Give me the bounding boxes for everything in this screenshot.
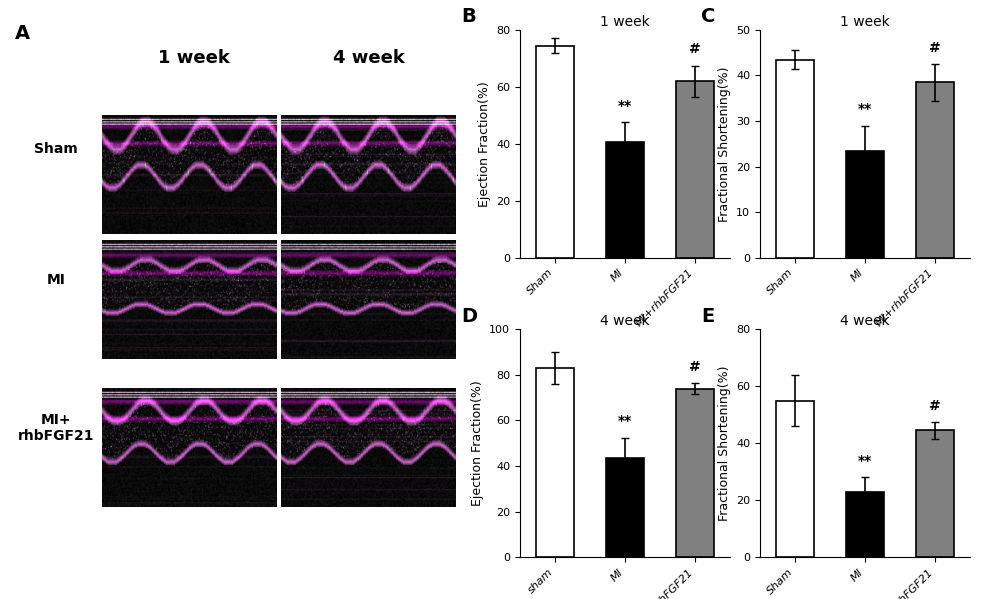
Text: #: #: [689, 43, 701, 56]
Text: E: E: [701, 307, 714, 326]
Text: B: B: [461, 7, 476, 26]
Text: **: **: [618, 99, 632, 113]
Text: #: #: [929, 399, 941, 413]
Bar: [606, 143, 644, 258]
Y-axis label: Fractional Shortening(%): Fractional Shortening(%): [718, 66, 731, 222]
Bar: [536, 368, 574, 557]
Y-axis label: Fractional Shortening(%): Fractional Shortening(%): [718, 365, 731, 521]
Bar: [776, 401, 814, 557]
Text: 4 week: 4 week: [333, 49, 405, 67]
Bar: [536, 46, 574, 258]
Bar: [846, 492, 884, 557]
Text: **: **: [618, 415, 632, 428]
Text: **: **: [858, 102, 872, 116]
Bar: [916, 82, 954, 258]
Bar: [676, 81, 714, 258]
Text: MI: MI: [47, 273, 65, 287]
Text: 1 week: 1 week: [158, 49, 230, 67]
Bar: [676, 389, 714, 557]
Title: 4 week: 4 week: [840, 314, 890, 328]
Text: MI+
rhbFGF21: MI+ rhbFGF21: [18, 413, 94, 443]
Bar: [606, 458, 644, 557]
Title: 4 week: 4 week: [600, 314, 650, 328]
Text: #: #: [689, 360, 701, 374]
Text: D: D: [461, 307, 477, 326]
Y-axis label: Ejection Fraction(%): Ejection Fraction(%): [478, 81, 491, 207]
Bar: [916, 431, 954, 557]
Y-axis label: Ejection Fraction(%): Ejection Fraction(%): [471, 380, 484, 506]
Text: C: C: [701, 7, 716, 26]
Text: A: A: [15, 24, 30, 43]
Text: **: **: [858, 454, 872, 468]
Title: 1 week: 1 week: [840, 15, 890, 29]
Text: #: #: [929, 41, 941, 55]
Text: Sham: Sham: [34, 142, 78, 156]
Bar: [846, 150, 884, 258]
Title: 1 week: 1 week: [600, 15, 650, 29]
Bar: [776, 59, 814, 258]
